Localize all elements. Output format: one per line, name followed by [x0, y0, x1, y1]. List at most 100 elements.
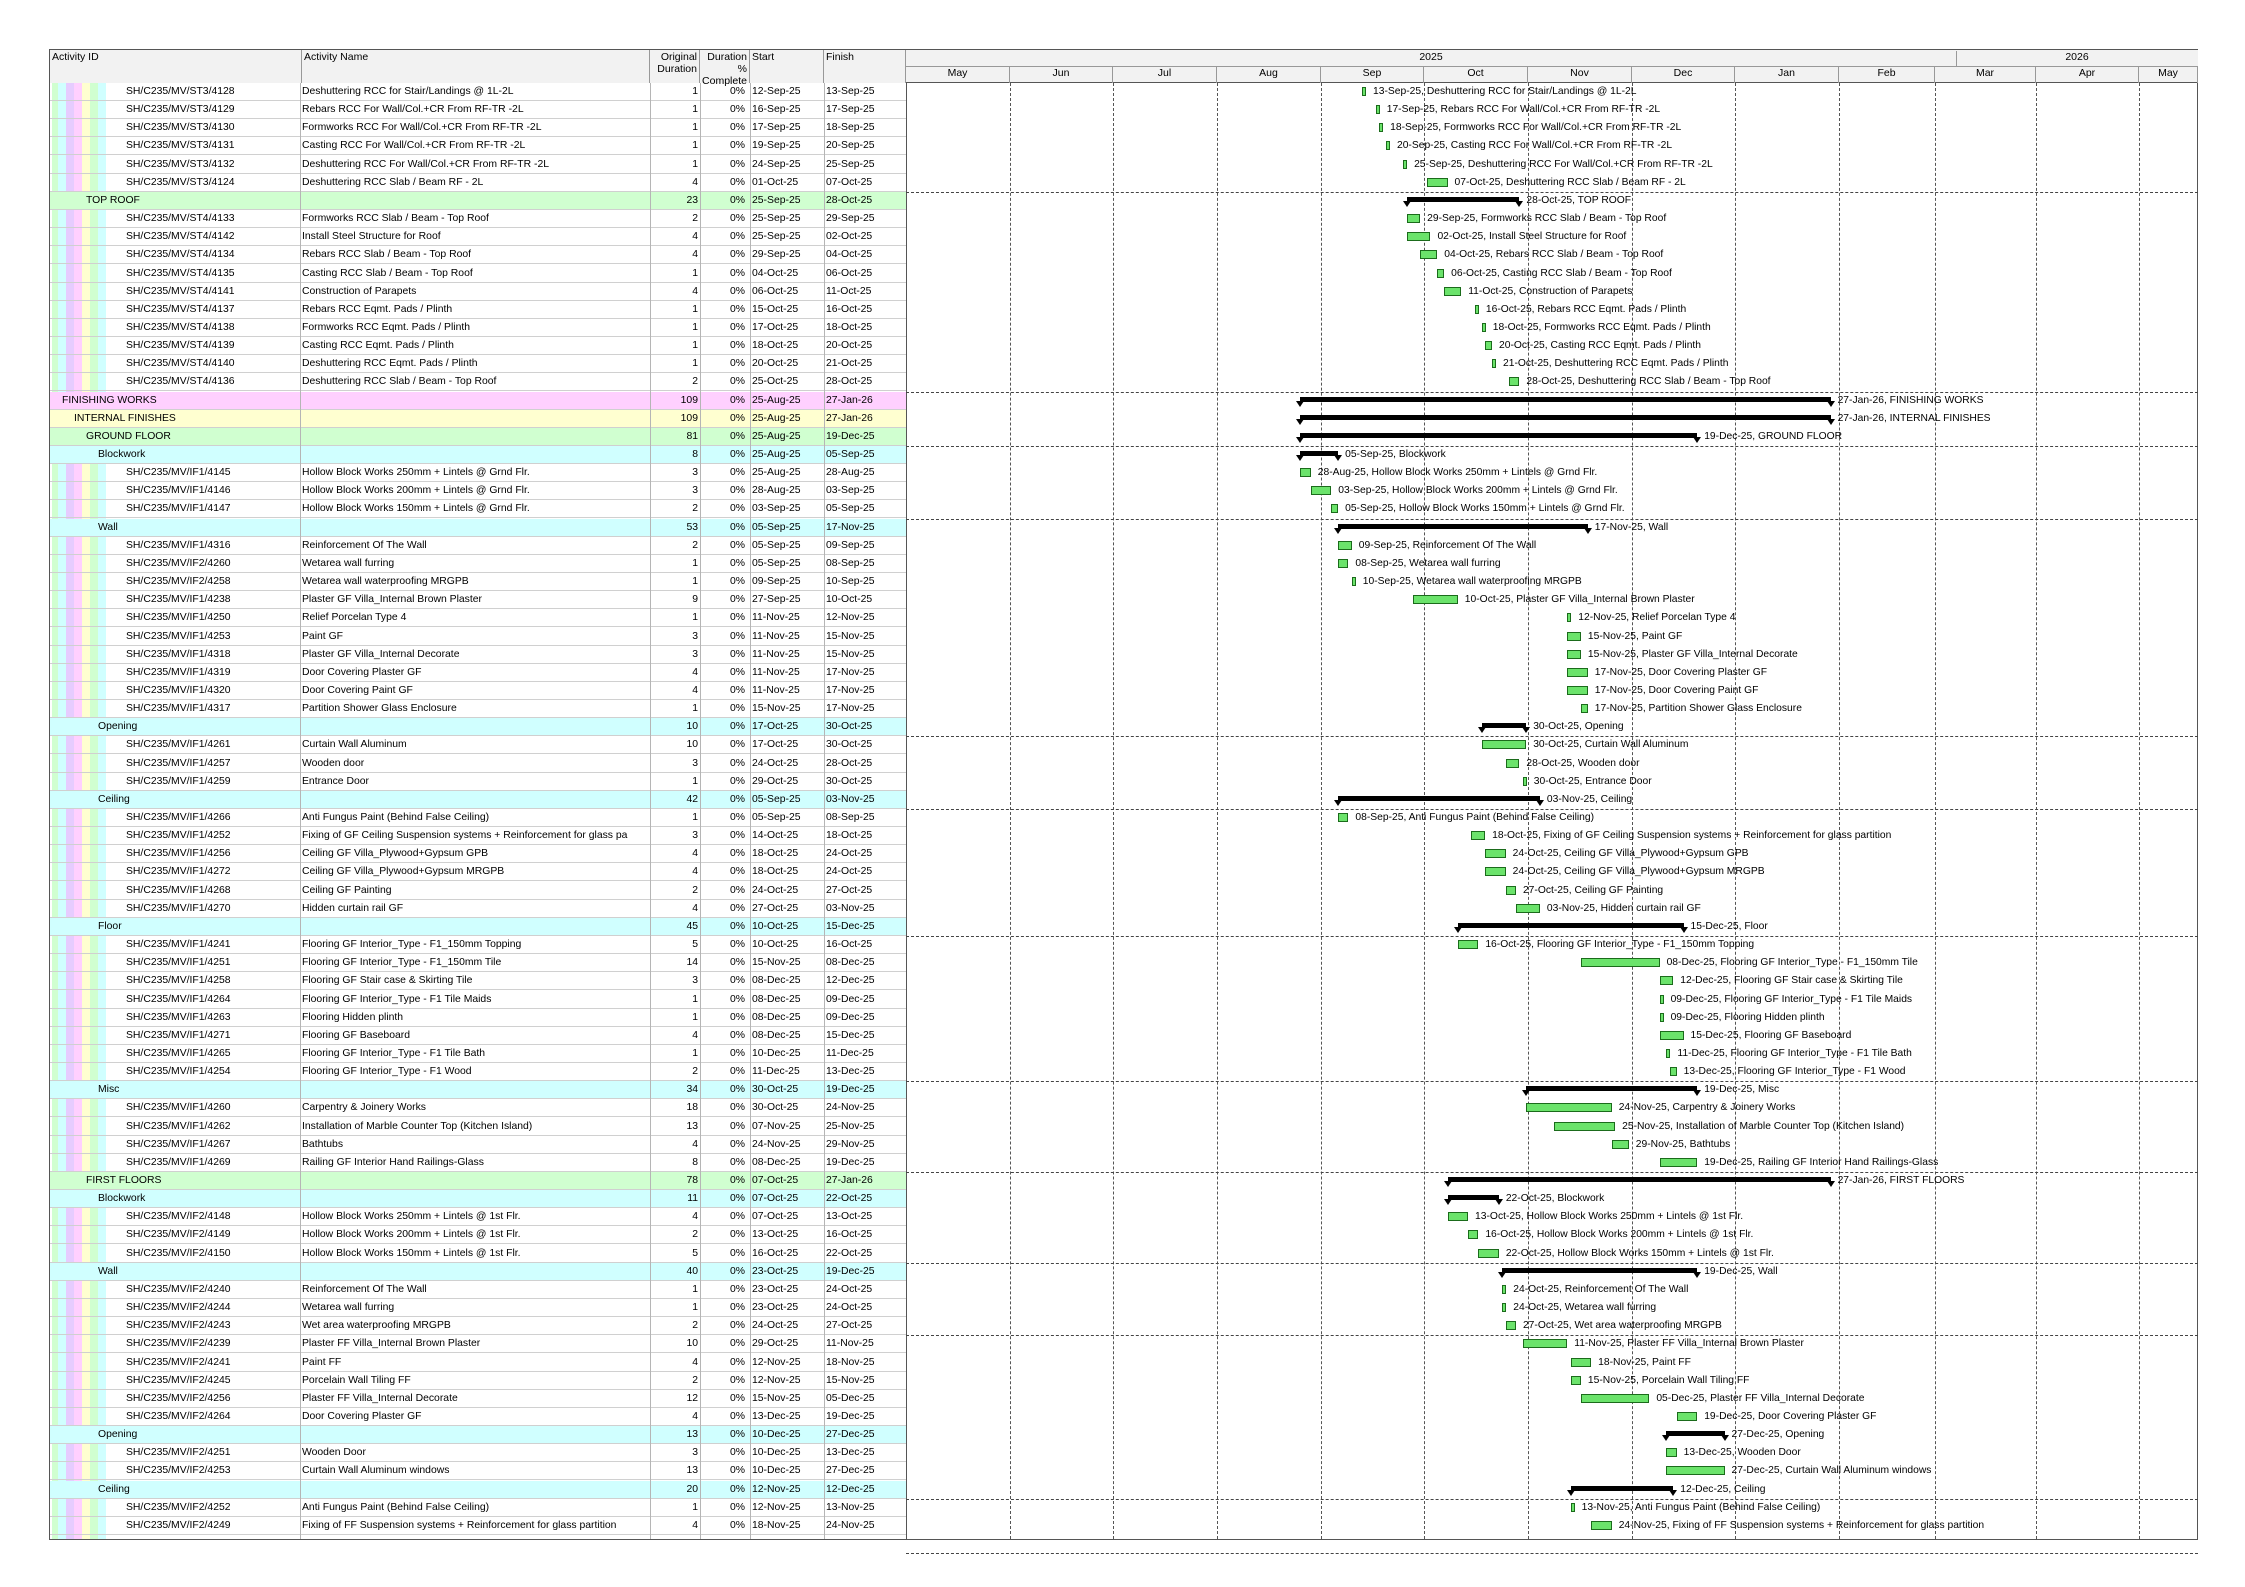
summary-row[interactable]: Ceiling 20 0% 12-Nov-25 12-Dec-25 — [50, 1480, 906, 1499]
table-row[interactable]: SH/C235/MV/IF1/4254 Flooring GF Interior_… — [50, 1063, 906, 1082]
activity-bar[interactable] — [1553, 1121, 1616, 1131]
activity-bar[interactable] — [1471, 831, 1486, 841]
activity-bar[interactable] — [1659, 994, 1664, 1004]
table-row[interactable]: SH/C235/MV/IF1/4266 Anti Fungus Paint (Be… — [50, 809, 906, 827]
summary-bar[interactable] — [1402, 196, 1524, 207]
activity-bar[interactable] — [1420, 250, 1438, 260]
summary-bar[interactable] — [1477, 723, 1531, 734]
table-row[interactable]: SH/C235/MV/IF1/4147 Hollow Block Works 15… — [50, 500, 906, 519]
table-row[interactable]: SH/C235/MV/IF2/4245 Porcelain Wall Tiling… — [50, 1372, 906, 1390]
activity-bar[interactable] — [1509, 377, 1520, 387]
summary-bar[interactable] — [1334, 795, 1544, 806]
table-row[interactable]: SH/C235/MV/ST4/4139 Casting RCC Eqmt. Pad… — [50, 337, 906, 356]
table-row[interactable]: SH/C235/MV/IF2/4260 Wetarea wall furring 1… — [50, 555, 906, 573]
activity-bar[interactable] — [1351, 577, 1356, 587]
table-row[interactable]: SH/C235/MV/ST4/4138 Formworks RCC Eqmt. P… — [50, 319, 906, 337]
activity-bar[interactable] — [1379, 123, 1384, 133]
summary-row[interactable]: Opening 10 0% 17-Oct-25 30-Oct-25 — [50, 718, 906, 737]
table-row[interactable]: SH/C235/MV/IF1/4271 Flooring GF Baseboard… — [50, 1027, 906, 1045]
summary-bar[interactable] — [1334, 523, 1592, 534]
summary-bar[interactable] — [1296, 451, 1342, 461]
table-row[interactable]: SH/C235/MV/IF1/4318 Plaster GF Villa_Inte… — [50, 646, 906, 664]
table-row[interactable]: SH/C235/MV/IF1/4269 Railing GF Interior H… — [50, 1154, 906, 1172]
summary-row[interactable]: Wall 40 0% 23-Oct-25 19-Dec-25 — [50, 1262, 906, 1281]
activity-bar[interactable] — [1659, 1157, 1698, 1167]
summary-row[interactable]: Ceiling 42 0% 05-Sep-25 03-Nov-25 — [50, 790, 906, 809]
table-row[interactable]: SH/C235/MV/IF2/4252 Anti Fungus Paint (Be… — [50, 1499, 906, 1517]
activity-bar[interactable] — [1676, 1411, 1698, 1421]
table-row[interactable]: SH/C235/MV/IF2/4148 Hollow Block Works 25… — [50, 1208, 906, 1227]
table-row[interactable]: SH/C235/MV/ST4/4135 Casting RCC Slab / Be… — [50, 265, 906, 283]
activity-bar[interactable] — [1413, 595, 1458, 605]
activity-bar[interactable] — [1485, 849, 1506, 859]
summary-row[interactable]: FIRST FLOORS 78 0% 07-Oct-25 27-Jan-26 — [50, 1172, 906, 1190]
activity-bar[interactable] — [1570, 1502, 1575, 1512]
table-row[interactable]: SH/C235/MV/IF1/4316 Reinforcement Of The … — [50, 537, 906, 555]
activity-bar[interactable] — [1403, 159, 1408, 169]
table-row[interactable]: SH/C235/MV/IF1/4146 Hollow Block Works 20… — [50, 482, 906, 501]
activity-bar[interactable] — [1502, 1284, 1507, 1294]
table-row[interactable]: SH/C235/MV/ST4/4134 Rebars RCC Slab / Bea… — [50, 246, 906, 265]
summary-row[interactable]: Opening 13 0% 10-Dec-25 27-Dec-25 — [50, 1426, 906, 1445]
col-activity-id[interactable]: Activity ID — [50, 50, 302, 83]
summary-row[interactable]: INTERNAL FINISHES 109 0% 25-Aug-25 27-Jan-26 — [50, 409, 906, 428]
activity-bar[interactable] — [1659, 1030, 1684, 1040]
table-row[interactable]: SH/C235/MV/ST4/4142 Install Steel Structu… — [50, 228, 906, 247]
summary-row[interactable]: Blockwork 11 0% 07-Oct-25 22-Oct-25 — [50, 1190, 906, 1209]
col-duration-pct[interactable]: Duration % Complete — [700, 50, 750, 87]
table-row[interactable]: SH/C235/MV/ST3/4128 Deshuttering RCC for … — [50, 83, 906, 101]
table-row[interactable]: SH/C235/MV/IF1/4270 Hidden curtain rail G… — [50, 900, 906, 918]
table-row[interactable]: SH/C235/MV/IF2/4241 Paint FF 4 0% 12-Nov-25 1… — [50, 1354, 906, 1372]
activity-bar[interactable] — [1659, 976, 1674, 986]
activity-bar[interactable] — [1474, 304, 1479, 314]
activity-bar[interactable] — [1427, 177, 1448, 187]
table-row[interactable]: SH/C235/MV/ST4/4140 Deshuttering RCC Eqmt… — [50, 355, 906, 374]
activity-bar[interactable] — [1481, 322, 1486, 332]
summary-row[interactable]: Misc 34 0% 30-Oct-25 19-Dec-25 — [50, 1081, 906, 1100]
table-row[interactable]: SH/C235/MV/IF2/4240 Reinforcement Of The … — [50, 1281, 906, 1299]
activity-bar[interactable] — [1338, 558, 1349, 568]
summary-row[interactable]: Blockwork 8 0% 25-Aug-25 05-Sep-25 — [50, 446, 906, 464]
summary-bar[interactable] — [1453, 922, 1688, 933]
table-row[interactable]: SH/C235/MV/IF2/4239 Plaster FF Villa_Inte… — [50, 1335, 906, 1354]
table-row[interactable]: SH/C235/MV/IF1/4252 Fixing of GF Ceiling … — [50, 827, 906, 846]
activity-bar[interactable] — [1591, 1520, 1612, 1530]
activity-bar[interactable] — [1666, 1466, 1725, 1476]
table-row[interactable]: SH/C235/MV/IF1/4253 Paint GF 3 0% 11-Nov-25 1… — [50, 628, 906, 646]
col-activity-name[interactable]: Activity Name — [302, 50, 650, 83]
activity-bar[interactable] — [1515, 903, 1540, 913]
table-row[interactable]: SH/C235/MV/IF2/4249 Fixing of FF Suspensi… — [50, 1517, 906, 1535]
activity-bar[interactable] — [1669, 1067, 1677, 1077]
activity-bar[interactable] — [1338, 813, 1349, 822]
table-row[interactable]: SH/C235/MV/ST4/4141 Construction of Parap… — [50, 283, 906, 301]
table-row[interactable]: SH/C235/MV/IF1/4251 Flooring GF Interior_… — [50, 954, 906, 973]
activity-bar[interactable] — [1580, 704, 1588, 714]
table-row[interactable]: SH/C235/MV/IF1/4250 Relief Porcelan Type … — [50, 609, 906, 628]
table-row[interactable]: SH/C235/MV/IF1/4272 Ceiling GF Villa_Plyw… — [50, 863, 906, 882]
table-row[interactable]: SH/C235/MV/IF1/4259 Entrance Door 1 0% 29-Oc… — [50, 773, 906, 791]
table-row[interactable]: SH/C235/MV/IF1/4256 Ceiling GF Villa_Plyw… — [50, 845, 906, 864]
table-row[interactable]: SH/C235/MV/IF2/4150 Hollow Block Works 15… — [50, 1245, 906, 1263]
summary-bar[interactable] — [1522, 1086, 1702, 1097]
table-row[interactable]: SH/C235/MV/IF2/4264 Door Covering Plaster… — [50, 1408, 906, 1426]
activity-bar[interactable] — [1580, 958, 1660, 968]
activity-bar[interactable] — [1485, 341, 1492, 351]
table-row[interactable]: SH/C235/MV/IF2/4256 Plaster FF Villa_Inte… — [50, 1390, 906, 1408]
summary-row[interactable]: TOP ROOF 23 0% 25-Sep-25 28-Oct-25 — [50, 191, 906, 210]
table-row[interactable]: SH/C235/MV/ST3/4124 Deshuttering RCC Slab… — [50, 174, 906, 192]
activity-bar[interactable] — [1580, 1393, 1650, 1403]
activity-bar[interactable] — [1505, 758, 1520, 768]
activity-bar[interactable] — [1447, 1212, 1469, 1222]
table-row[interactable]: SH/C235/MV/IF1/4260 Carpentry & Joinery W… — [50, 1099, 906, 1118]
table-row[interactable]: SH/C235/MV/IF1/4268 Ceiling GF Painting 2 0… — [50, 882, 906, 900]
table-row[interactable]: SH/C235/MV/ST3/4131 Casting RCC For Wall/… — [50, 137, 906, 156]
table-row[interactable]: SH/C235/MV/IF1/4264 Flooring GF Interior_… — [50, 991, 906, 1009]
activity-bar[interactable] — [1505, 1321, 1516, 1331]
table-row[interactable]: SH/C235/MV/IF1/4317 Partition Shower Glas… — [50, 700, 906, 719]
activity-bar[interactable] — [1485, 867, 1506, 877]
summary-bar[interactable] — [1662, 1431, 1729, 1442]
activity-bar[interactable] — [1567, 685, 1588, 695]
table-row[interactable]: SH/C235/MV/ST4/4133 Formworks RCC Slab / … — [50, 210, 906, 229]
summary-row[interactable]: FINISHING WORKS 109 0% 25-Aug-25 27-Jan-26 — [50, 391, 906, 410]
activity-bar[interactable] — [1666, 1448, 1677, 1458]
